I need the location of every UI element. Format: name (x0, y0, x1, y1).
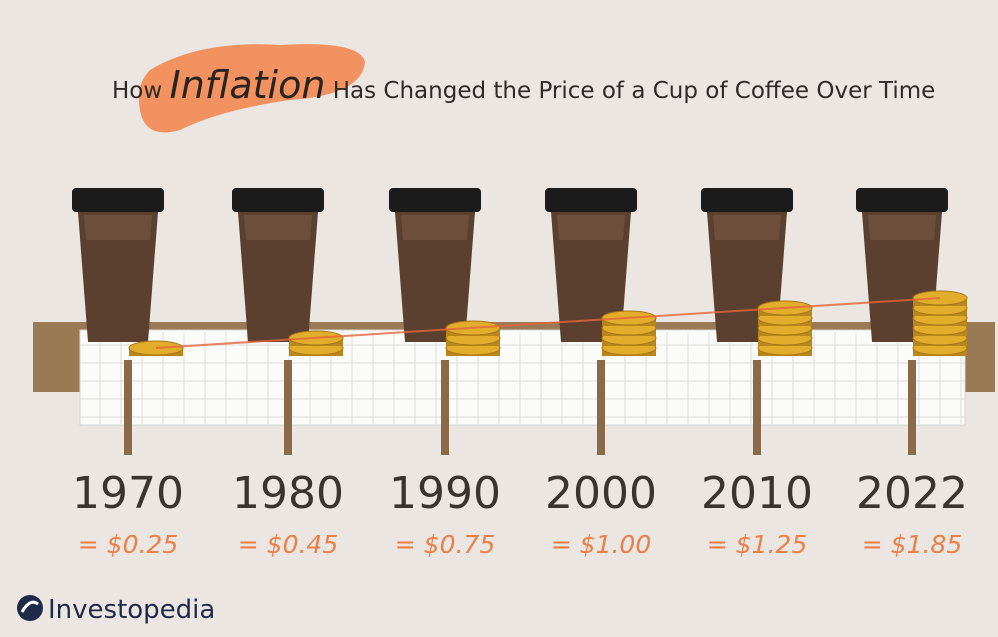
brand-logo (17, 595, 43, 621)
post (124, 360, 132, 455)
cup-shade (84, 215, 152, 240)
post (753, 360, 761, 455)
post (284, 360, 292, 455)
logo-circle (17, 595, 43, 621)
year: 2022 (856, 468, 968, 519)
cup-lid (389, 188, 481, 212)
cup-shade (868, 215, 936, 240)
year: 2010 (701, 468, 813, 519)
post (597, 360, 605, 455)
price: = $0.25 (78, 530, 178, 559)
price: = $0.75 (395, 530, 495, 559)
cup-lid (701, 188, 793, 212)
conveyor (33, 322, 995, 425)
cup-lid (72, 188, 164, 212)
year: 1990 (389, 468, 501, 519)
price: = $1.25 (707, 530, 807, 559)
price: = $0.45 (238, 530, 338, 559)
cup-shade (244, 215, 312, 240)
cup-shade (401, 215, 469, 240)
title-rest: Has Changed the Price of a Cup of Coffee… (333, 78, 936, 104)
post (908, 360, 916, 455)
year: 1980 (232, 468, 344, 519)
title-highlight: Inflation (170, 63, 326, 107)
cup-shade (557, 215, 625, 240)
post (441, 360, 449, 455)
cup-lid (545, 188, 637, 212)
year: 2000 (545, 468, 657, 519)
title-lead: How (112, 78, 162, 104)
year: 1970 (72, 468, 184, 519)
price: = $1.00 (551, 530, 651, 559)
cup-lid (856, 188, 948, 212)
brand: Investopedia (48, 595, 215, 625)
cup-lid (232, 188, 324, 212)
price: = $1.85 (862, 530, 962, 559)
cup-shade (713, 215, 781, 240)
infographic: How Inflation Has Changed the Price of a… (0, 0, 998, 637)
